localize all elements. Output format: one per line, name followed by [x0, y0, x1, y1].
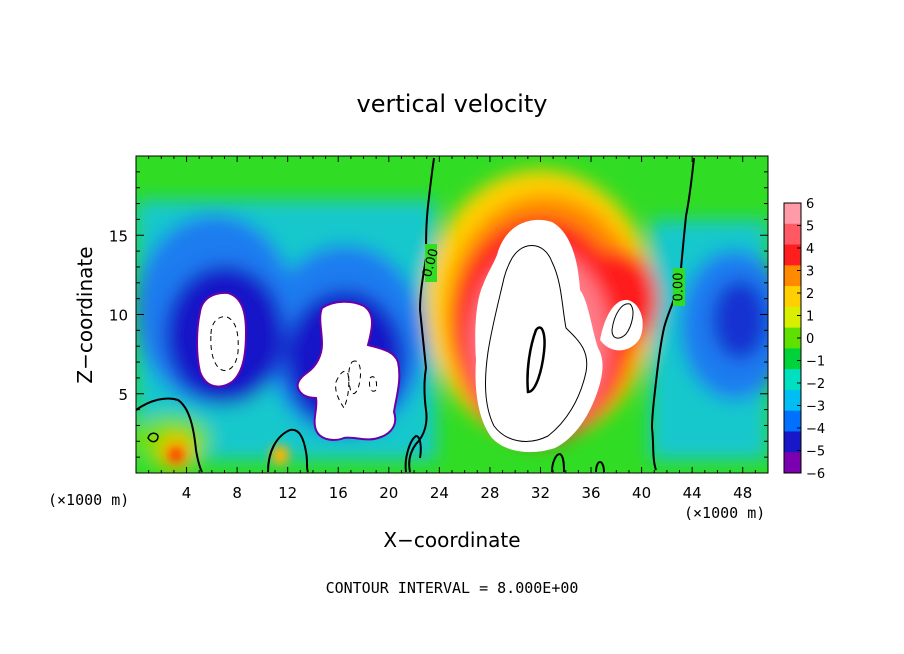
colorbar-tick-label: −3 — [806, 400, 825, 415]
colorbar-swatch — [784, 306, 801, 329]
downdraft-core-left — [196, 291, 248, 388]
updraft-lobe — [600, 299, 643, 351]
contour-label: 0.00 — [672, 273, 687, 302]
colorbar-swatch — [784, 203, 801, 225]
x-tick-label: 4 — [182, 484, 192, 502]
x-tick-label: 48 — [733, 484, 752, 502]
field-blobs-sharp — [169, 445, 289, 465]
zero-contour-notch — [404, 434, 422, 473]
colorbar-swatch — [784, 452, 801, 474]
colorbar-swatch — [784, 223, 801, 246]
chart-title: vertical velocity — [357, 90, 548, 118]
darkblue-region-right — [712, 280, 768, 360]
updraft-core — [475, 219, 603, 453]
heatmap-field — [136, 156, 768, 473]
x-tick-label: 24 — [430, 484, 449, 502]
colorbar-tick-label: 2 — [806, 287, 814, 302]
x-tick-label: 28 — [480, 484, 499, 502]
updraft-contour-lobe — [611, 303, 634, 339]
zero-contour-left — [408, 157, 435, 473]
x-tick-label: 40 — [632, 484, 651, 502]
colorbar-tick-label: −5 — [806, 445, 825, 460]
downdraft-core-center — [296, 300, 401, 441]
colorbar-tick-label: −1 — [806, 355, 825, 370]
colorbar-swatch — [784, 369, 801, 391]
colorbar-swatch — [784, 410, 801, 432]
updraft-contour-inner — [485, 245, 588, 442]
updraft-contour-core — [526, 326, 546, 394]
zero-contour-bump2 — [551, 452, 565, 473]
y-tick-label: 10 — [109, 307, 128, 325]
zero-contour-bottom-left — [136, 397, 203, 473]
zero-contour-bump3 — [595, 460, 605, 473]
colorbar-tick-label: 3 — [806, 265, 814, 280]
colorbar-swatch — [784, 327, 801, 349]
zero-contour-right — [650, 157, 695, 471]
colorbar-swatch — [784, 348, 801, 370]
downdraft-contour-center2 — [348, 360, 361, 395]
x-axis-label: X−coordinate — [383, 528, 520, 552]
contour-interval-note: CONTOUR INTERVAL = 8.000E+00 — [326, 579, 579, 597]
x-unit-label-left: (×1000 m) — [48, 491, 129, 509]
colorbar-swatch — [784, 286, 801, 308]
contour-lines — [136, 157, 695, 473]
zero-contour-small-left — [147, 432, 159, 443]
colorbar-tick-label: −2 — [806, 377, 825, 392]
contour-label-group: 0.00 0.00 — [420, 244, 687, 306]
downdraft-contour-center3 — [369, 376, 377, 392]
x-tick-label: 16 — [329, 484, 348, 502]
colorbar-tick-label: 5 — [806, 220, 814, 235]
x-tick-label: 44 — [683, 484, 702, 502]
colorbar-swatch — [784, 431, 801, 453]
colorbar-swatch — [784, 244, 801, 266]
colorbar: 6 5 4 3 2 1 0 −1 −2 −3 −4 −5 −6 — [783, 197, 825, 482]
colorbar-tick-label: 6 — [806, 197, 814, 212]
y-axis-ticks: 5 10 15 — [109, 171, 768, 458]
x-tick-label: 12 — [278, 484, 297, 502]
x-tick-label: 8 — [232, 484, 242, 502]
x-tick-label: 20 — [379, 484, 398, 502]
x-axis-ticks: 4 8 12 16 20 24 28 32 36 40 44 48 — [148, 156, 756, 502]
colorbar-tick-label: 0 — [806, 332, 814, 347]
y-axis-label: Z−coordinate — [73, 246, 97, 383]
colorbar-swatch — [784, 265, 801, 287]
colorbar-tick-label: 1 — [806, 310, 814, 325]
y-tick-label: 15 — [109, 227, 128, 245]
x-tick-label: 36 — [581, 484, 600, 502]
colorbar-tick-label: 4 — [806, 242, 814, 257]
colorbar-swatch — [784, 389, 801, 412]
downdraft-contour-center1 — [335, 370, 350, 410]
yellow-spot-mid — [271, 445, 289, 465]
colorbar-tick-label: −4 — [806, 422, 825, 437]
red-spot-left — [169, 448, 183, 462]
downdraft-contour-left — [210, 316, 239, 371]
y-tick-label: 5 — [118, 386, 128, 404]
colorbar-tick-label: −6 — [806, 467, 825, 482]
x-unit-label-right: (×1000 m) — [684, 504, 765, 522]
contour-label: 0.00 — [420, 247, 442, 279]
x-tick-label: 32 — [531, 484, 550, 502]
zero-contour-bump — [267, 428, 309, 473]
